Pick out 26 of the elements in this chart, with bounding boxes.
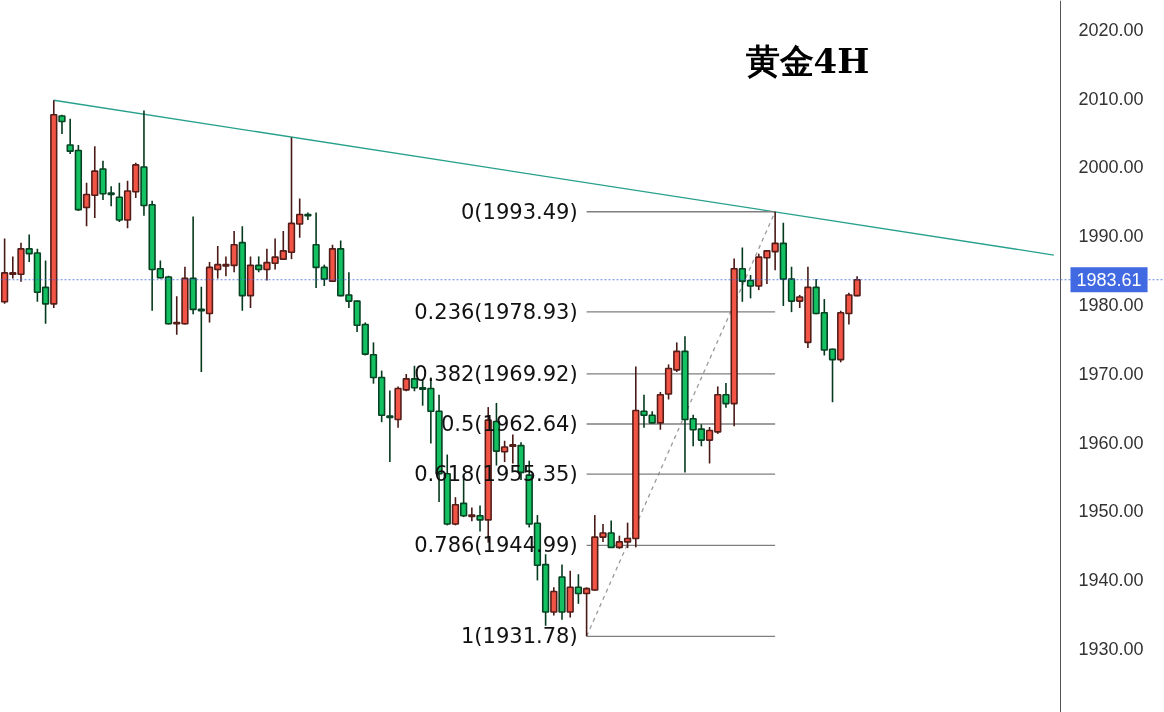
- y-tick-label: 1970.00: [1078, 363, 1144, 384]
- series-label: 0(1993.49): [461, 199, 578, 224]
- series-label: 0.382(1969.92): [414, 361, 578, 386]
- candlestick: [468, 506, 476, 523]
- y-tick-label: 2000.00: [1078, 157, 1144, 178]
- candlestick: [574, 573, 583, 605]
- candlestick: [550, 586, 558, 617]
- candlestick: [451, 496, 460, 527]
- series-label: 1(1931.78): [461, 624, 578, 649]
- y-tick-label: 1980.00: [1078, 295, 1144, 316]
- candlestick: [640, 393, 648, 429]
- ref-line-label: 1983.61: [1076, 270, 1142, 291]
- y-tick-label: 1950.00: [1078, 501, 1144, 522]
- y-tick-label: 1930.00: [1078, 639, 1144, 660]
- candlestick: [386, 389, 394, 463]
- candlestick: [607, 519, 615, 549]
- candlestick: [476, 504, 484, 533]
- y-tick-label: 1990.00: [1078, 226, 1144, 247]
- candlestick: [722, 382, 730, 409]
- y-tick-label: 1940.00: [1078, 570, 1144, 591]
- text: 黄金4H: [745, 40, 870, 81]
- y-tick-label: 2010.00: [1078, 88, 1144, 109]
- series-label: 0.236(1978.93): [414, 299, 578, 324]
- y-tick-label: 1960.00: [1078, 432, 1144, 453]
- candlestick: [115, 182, 124, 223]
- y-tick-label: 2020.00: [1078, 19, 1144, 40]
